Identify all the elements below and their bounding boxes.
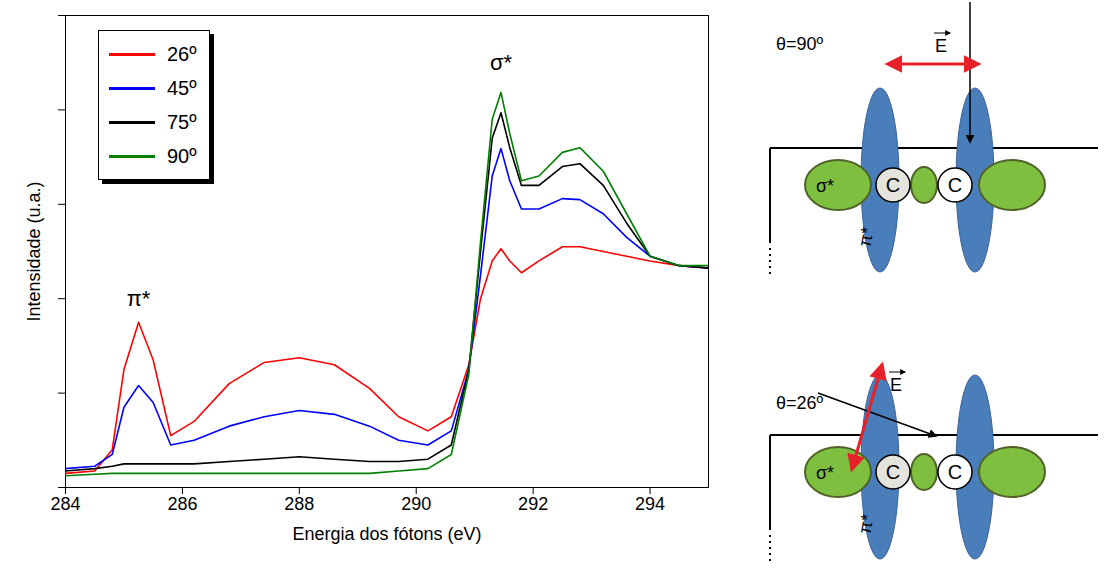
svg-text:Energia dos fótons (eV): Energia dos fótons (eV) <box>292 524 481 544</box>
svg-text:C: C <box>886 174 900 196</box>
svg-text:294: 294 <box>635 494 665 514</box>
svg-text:E: E <box>890 375 902 395</box>
svg-text:C: C <box>886 461 900 483</box>
svg-text:σ*: σ* <box>816 176 834 196</box>
svg-text:θ=90º: θ=90º <box>776 34 824 54</box>
html-text:45º: 45º <box>167 76 197 99</box>
svg-text:Intensidade (u.a.): Intensidade (u.a.) <box>24 181 44 321</box>
svg-text:π*: π* <box>855 226 878 249</box>
svg-text:290: 290 <box>401 494 431 514</box>
svg-text:σ*: σ* <box>490 50 513 75</box>
svg-text:288: 288 <box>284 494 314 514</box>
html-text:75º: 75º <box>167 110 197 133</box>
svg-text:284: 284 <box>50 494 80 514</box>
svg-text:θ=26º: θ=26º <box>776 393 824 413</box>
svg-text:π*: π* <box>855 513 878 536</box>
html-text:26º: 26º <box>167 42 197 65</box>
svg-text:C: C <box>948 461 962 483</box>
svg-text:C: C <box>948 174 962 196</box>
html-text:90º: 90º <box>167 144 197 167</box>
svg-text:σ*: σ* <box>816 463 834 483</box>
svg-text:π*: π* <box>127 286 151 311</box>
svg-text:E: E <box>935 36 947 56</box>
svg-text:292: 292 <box>518 494 548 514</box>
svg-text:286: 286 <box>167 494 197 514</box>
